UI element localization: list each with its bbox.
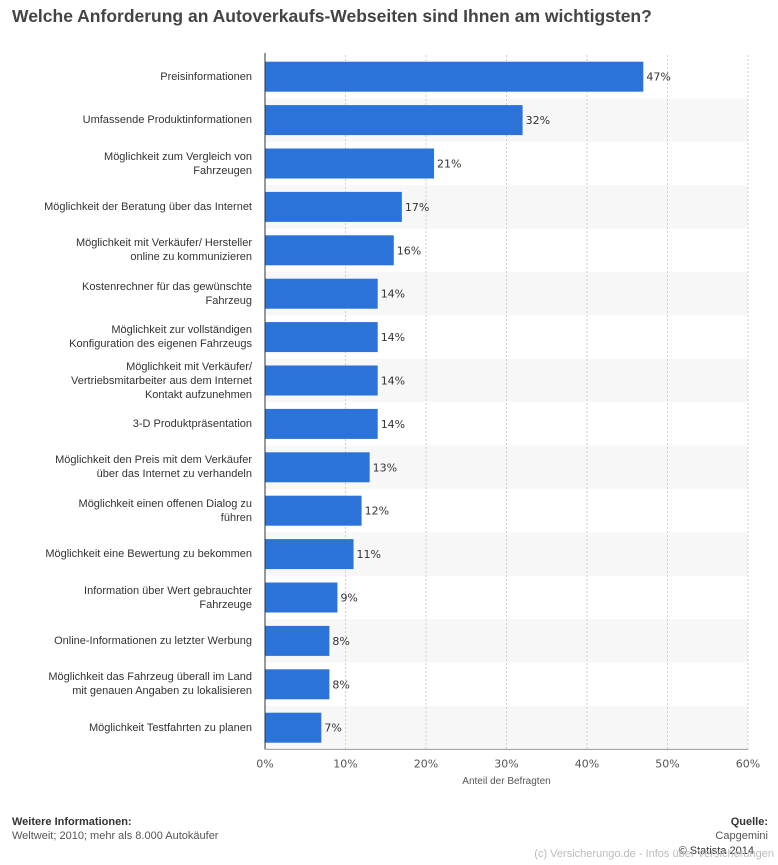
- category-label: Online-Informationen zu letzter Werbung: [54, 634, 252, 647]
- source-text: Capgemini: [715, 830, 768, 842]
- category-label: 3-D Produktpräsentation: [132, 417, 252, 430]
- bar: [265, 495, 362, 526]
- chart-title: Welche Anforderung an Autoverkaufs-Webse…: [12, 6, 652, 26]
- bar: [265, 625, 330, 656]
- category-label: Umfassende Produktinformationen: [82, 114, 252, 127]
- category-label: Kostenrechner für das gewünschte Fahrzeug: [82, 280, 252, 307]
- value-label: 12%: [365, 505, 389, 518]
- info-title: Weitere Informationen:: [12, 816, 132, 828]
- category-label: Möglichkeit Testfahrten zu planen: [88, 721, 252, 734]
- value-label: 14%: [381, 288, 405, 301]
- bar: [265, 669, 330, 700]
- category-label: Möglichkeit einen offenen Dialog zu führe…: [78, 497, 252, 524]
- x-tick-label: 30%: [494, 757, 518, 770]
- bar: [265, 61, 644, 92]
- value-label: 13%: [373, 461, 397, 474]
- bar: [265, 408, 378, 439]
- value-label: 47%: [646, 71, 670, 84]
- value-label: 8%: [332, 635, 349, 648]
- source-title: Quelle:: [730, 816, 768, 828]
- value-label: 11%: [357, 548, 381, 561]
- category-label: Möglichkeit zur vollständigen Konfigurati…: [69, 324, 252, 351]
- bar: [265, 582, 338, 613]
- value-label: 17%: [405, 201, 429, 214]
- value-label: 8%: [332, 678, 349, 691]
- watermark-text: (c) Versicherungo.de - Infos über Versic…: [534, 848, 774, 860]
- info-text: Weltweit; 2010; mehr als 8.000 Autokäufe…: [12, 830, 219, 842]
- bar-chart: 47% 32% 21% 17% 16% 14% 14% 14% 14% 13% 12% 11% 9% 8%…: [256, 53, 760, 770]
- category-label: Preisinformationen: [160, 70, 252, 83]
- category-label: Möglichkeit den Preis mit dem Verkäufer ü…: [55, 454, 252, 481]
- value-label: 7%: [324, 722, 341, 735]
- bar: [265, 148, 435, 179]
- bar: [265, 235, 394, 266]
- bar: [265, 539, 354, 570]
- bar: [265, 452, 370, 483]
- value-label: 14%: [381, 375, 405, 388]
- copyright-text: © Statista 2014: [678, 845, 754, 857]
- bar: [265, 191, 402, 222]
- value-label: 16%: [397, 244, 421, 257]
- bar: [265, 105, 523, 136]
- value-label: 14%: [381, 418, 405, 431]
- bar: [265, 365, 378, 396]
- x-tick-label: 50%: [655, 757, 679, 770]
- bar: [265, 278, 378, 309]
- value-label: 21%: [437, 158, 461, 171]
- category-label: Möglichkeit das Fahrzeug überall im Land…: [48, 671, 252, 698]
- x-tick-label: 40%: [575, 757, 599, 770]
- category-label: Möglichkeit eine Bewertung zu bekommen: [45, 548, 252, 561]
- value-label: 32%: [526, 114, 550, 127]
- x-axis-label: Anteil der Befragten: [462, 776, 551, 787]
- category-label: Möglichkeit der Beratung über das Intern…: [44, 200, 252, 213]
- category-label: Information über Wert gebrauchter Fahrzeu…: [84, 584, 252, 611]
- value-label: 9%: [340, 592, 357, 605]
- x-tick-label: 0%: [256, 757, 273, 770]
- value-label: 14%: [381, 331, 405, 344]
- x-tick-label: 60%: [736, 757, 760, 770]
- category-label: Möglichkeit mit Verkäufer/ Hersteller onl…: [75, 237, 252, 264]
- category-label: Möglichkeit zum Vergleich von Fahrzeugen: [104, 150, 252, 177]
- x-tick-label: 20%: [414, 757, 438, 770]
- category-label: Möglichkeit mit Verkäufer/Vertriebsmitar…: [71, 360, 252, 401]
- bar: [265, 322, 378, 353]
- bar: [265, 712, 322, 743]
- x-tick-label: 10%: [333, 757, 357, 770]
